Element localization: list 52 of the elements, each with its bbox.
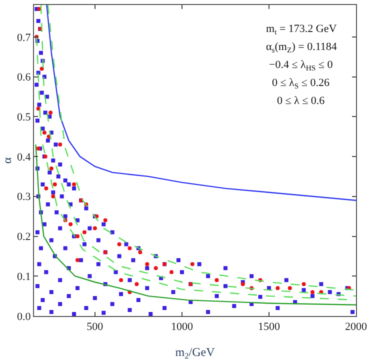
y-tick-label: 0.2 [17, 231, 31, 244]
y-tick-label: 0.6 [17, 72, 32, 84]
point [51, 194, 56, 198]
point [138, 250, 142, 254]
point [42, 130, 46, 135]
x-tick-label: 1500 [258, 321, 280, 334]
point [145, 262, 150, 266]
y-tick-label: 0.7 [17, 32, 32, 44]
annotation: α$_{s}$(m$_{Z}$) = 0.1184 [266, 41, 338, 54]
line-series [35, 144, 356, 306]
point [92, 226, 97, 230]
annotation: −0.4 ≤ λ$_{HS}$ ≤ 0 [269, 59, 334, 72]
x-tick-label: 1000 [170, 321, 194, 334]
point [82, 230, 86, 234]
point [117, 242, 122, 246]
x-tick-label: 2000 [345, 321, 368, 334]
point [49, 166, 54, 170]
point [44, 186, 48, 190]
x-axis-title: m$_{2}$/GeV [175, 345, 216, 361]
point [37, 6, 42, 11]
point [288, 286, 292, 290]
annotation: 0 ≤ λ$_{S}$ ≤ 0.26 [272, 77, 330, 90]
point [154, 266, 158, 270]
annotation: 0 ≤ λ ≤ 0.6 [277, 95, 326, 107]
annotation: m$_{t}$ = 173.2 GeV [266, 23, 337, 36]
point [72, 182, 76, 186]
point [276, 286, 280, 290]
point [119, 278, 124, 282]
point [302, 282, 306, 286]
y-axis-title: α [0, 156, 14, 164]
point [310, 290, 314, 294]
point [170, 270, 174, 274]
y-tick-label: 0.0 [17, 310, 32, 323]
point [48, 110, 53, 115]
y-tick-label: 0.4 [17, 151, 32, 164]
point [134, 282, 139, 286]
point [190, 262, 194, 266]
point [36, 106, 40, 111]
y-tick-label: 0.3 [17, 191, 32, 204]
point [40, 66, 44, 71]
point [214, 278, 219, 282]
y-tick-label: 0.1 [17, 270, 31, 283]
point [103, 218, 108, 222]
point [128, 246, 132, 250]
point [68, 222, 73, 226]
x-tick-label: 500 [86, 321, 104, 334]
point [58, 142, 62, 147]
y-tick-label: 0.5 [17, 111, 32, 124]
line-series [46, 5, 356, 201]
point [52, 182, 57, 186]
point [76, 234, 80, 238]
point [76, 258, 80, 262]
